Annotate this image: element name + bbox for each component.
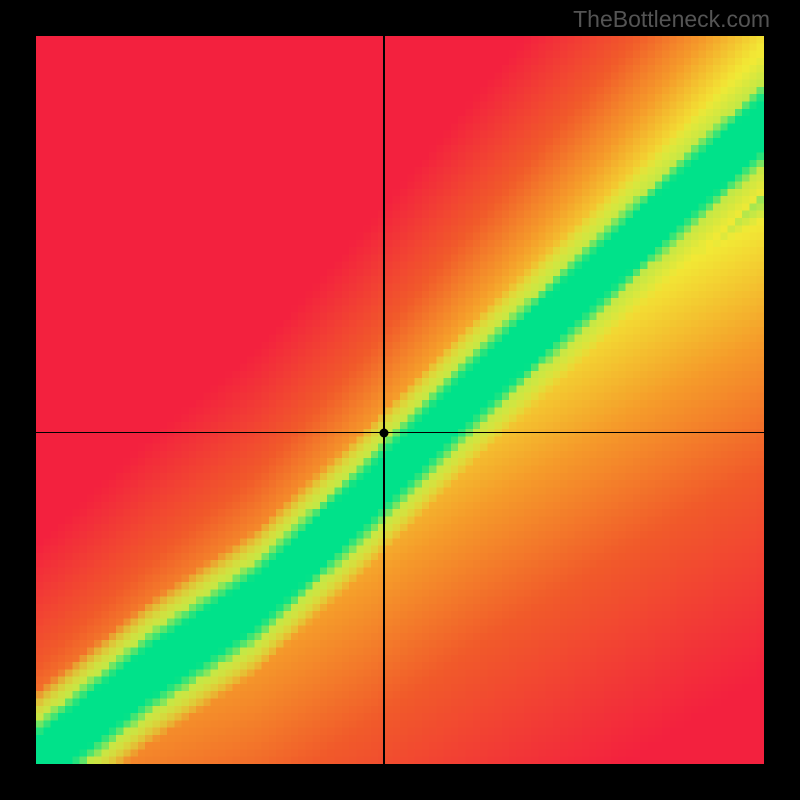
heatmap-canvas (36, 36, 764, 764)
crosshair-horizontal (36, 432, 764, 433)
crosshair-vertical (383, 36, 384, 764)
plot-area (36, 36, 764, 764)
watermark-text: TheBottleneck.com (573, 6, 770, 33)
marker-dot (379, 428, 388, 437)
